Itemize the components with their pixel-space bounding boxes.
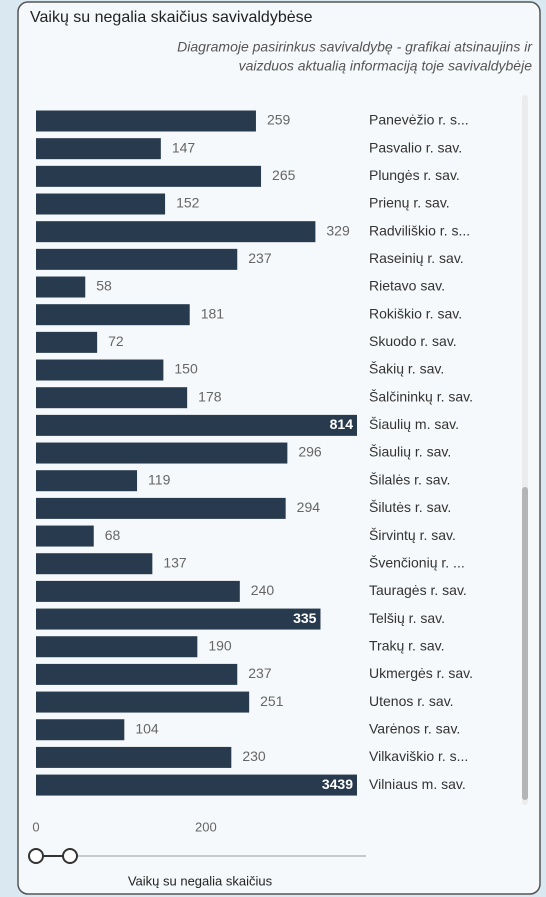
data-label: 230 (242, 748, 266, 764)
bar (36, 442, 288, 464)
y-tick-label: Radviliškio r. s... (369, 222, 470, 238)
data-label: 147 (172, 139, 196, 155)
y-tick-label: Vilniaus m. sav. (369, 776, 466, 792)
data-label: 237 (248, 665, 272, 681)
data-label: 181 (201, 305, 225, 321)
data-label: 137 (163, 554, 187, 570)
bar (36, 719, 125, 741)
data-label: 178 (198, 388, 222, 404)
data-label: 237 (248, 250, 272, 266)
bar (36, 553, 153, 575)
zoom-handle[interactable] (62, 848, 78, 864)
bar (36, 359, 164, 381)
bar (36, 497, 286, 519)
data-label: 259 (267, 112, 291, 128)
bar (36, 304, 190, 326)
y-tick-label: Šilalės r. sav. (369, 471, 450, 487)
data-label: 104 (135, 720, 159, 736)
data-label: 72 (108, 333, 124, 349)
y-tick-label: Šilutės r. sav. (369, 499, 451, 515)
data-label: 240 (251, 582, 275, 598)
y-tick-label: Pasvalio r. sav. (369, 139, 462, 155)
chart-title: Vaikų su negalia skaičius savivaldybėse (30, 9, 313, 26)
y-tick-label: Švenčionių r. ... (369, 554, 465, 570)
y-tick-label: Šalčininkų r. sav. (369, 388, 473, 404)
bar (36, 331, 98, 353)
data-label: 296 (298, 444, 322, 460)
bar (36, 110, 256, 132)
data-label: 68 (105, 527, 121, 543)
data-label: 814 (330, 416, 354, 432)
bar (36, 221, 316, 243)
bar (36, 276, 86, 298)
x-tick-label: 0 (32, 819, 39, 834)
y-tick-label: Raseinių r. sav. (369, 250, 464, 266)
bar (36, 138, 161, 160)
bar (36, 691, 250, 713)
data-label: 294 (297, 499, 321, 515)
data-label: 335 (293, 610, 317, 626)
y-tick-label: Plungės r. sav. (369, 167, 460, 183)
y-tick-label: Trakų r. sav. (369, 637, 444, 653)
y-tick-label: Varėnos r. sav. (369, 720, 460, 736)
y-tick-label: Prienų r. sav. (369, 195, 450, 211)
y-tick-label: Ukmergės r. sav. (369, 665, 473, 681)
bar (36, 580, 240, 602)
y-tick-label: Vilkaviškio r. s... (369, 748, 468, 764)
scrollbar-thumb[interactable] (522, 487, 528, 800)
data-label: 150 (174, 361, 198, 377)
subtitle: Diagramoje pasirinkus savivaldybę - graf… (177, 39, 533, 55)
x-axis-title: Vaikų su negalia skaičius (128, 873, 273, 888)
bar (36, 774, 357, 796)
y-tick-label: Skuodo r. sav. (369, 333, 457, 349)
y-tick-label: Rietavo sav. (369, 278, 445, 294)
data-label: 265 (272, 167, 296, 183)
bar (36, 636, 198, 658)
y-tick-label: Telšių r. sav. (369, 610, 445, 626)
bar (36, 387, 188, 409)
subtitle: vaizduos aktualią informaciją toje saviv… (239, 58, 533, 74)
data-label: 58 (96, 278, 112, 294)
bar (36, 663, 238, 685)
y-tick-label: Rokiškio r. sav. (369, 305, 462, 321)
bar (36, 608, 321, 630)
bar (36, 193, 166, 215)
x-tick-label: 200 (195, 819, 217, 834)
bar (36, 248, 238, 270)
y-tick-label: Šiaulių m. sav. (369, 416, 459, 432)
bar (36, 746, 232, 768)
plot-area (36, 110, 357, 796)
data-label: 190 (208, 637, 232, 653)
y-tick-label: Panevėžio r. s... (369, 112, 469, 128)
bar (36, 470, 138, 492)
y-tick-label: Šakių r. sav. (369, 361, 444, 377)
data-label: 152 (176, 195, 200, 211)
bar (36, 525, 94, 547)
y-tick-label: Širvintų r. sav. (369, 527, 456, 543)
bar (36, 165, 262, 187)
data-label: 119 (148, 471, 171, 487)
data-label: 3439 (322, 776, 353, 792)
data-label: 251 (260, 693, 284, 709)
y-tick-label: Šiaulių r. sav. (369, 444, 451, 460)
data-label: 329 (326, 222, 350, 238)
y-tick-label: Utenos r. sav. (369, 693, 454, 709)
bar (36, 414, 357, 436)
zoom-handle[interactable] (28, 848, 44, 864)
y-tick-label: Tauragės r. sav. (369, 582, 467, 598)
